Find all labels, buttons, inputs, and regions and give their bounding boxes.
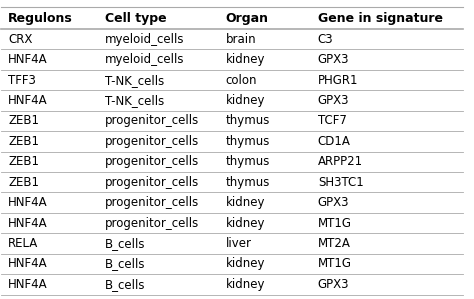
- Text: HNF4A: HNF4A: [9, 94, 48, 107]
- Text: progenitor_cells: progenitor_cells: [105, 196, 200, 209]
- Text: thymus: thymus: [226, 155, 270, 168]
- Text: Gene in signature: Gene in signature: [318, 12, 443, 25]
- Text: TCF7: TCF7: [318, 115, 346, 127]
- Text: HNF4A: HNF4A: [9, 196, 48, 209]
- Text: Cell type: Cell type: [105, 12, 167, 25]
- Text: TFF3: TFF3: [9, 74, 36, 86]
- Text: GPX3: GPX3: [318, 278, 349, 291]
- Text: liver: liver: [226, 237, 251, 250]
- Text: ZEB1: ZEB1: [9, 135, 39, 148]
- Text: B_cells: B_cells: [105, 278, 146, 291]
- Text: ZEB1: ZEB1: [9, 155, 39, 168]
- Text: PHGR1: PHGR1: [318, 74, 358, 86]
- Text: kidney: kidney: [226, 196, 265, 209]
- Text: B_cells: B_cells: [105, 257, 146, 271]
- Text: B_cells: B_cells: [105, 237, 146, 250]
- Text: kidney: kidney: [226, 257, 265, 271]
- Text: progenitor_cells: progenitor_cells: [105, 135, 200, 148]
- Text: GPX3: GPX3: [318, 196, 349, 209]
- Text: progenitor_cells: progenitor_cells: [105, 115, 200, 127]
- Text: ZEB1: ZEB1: [9, 176, 39, 189]
- Text: colon: colon: [226, 74, 257, 86]
- Text: HNF4A: HNF4A: [9, 278, 48, 291]
- Text: GPX3: GPX3: [318, 53, 349, 66]
- Text: C3: C3: [318, 33, 333, 46]
- Text: T-NK_cells: T-NK_cells: [105, 74, 164, 86]
- Text: Regulons: Regulons: [9, 12, 73, 25]
- Text: myeloid_cells: myeloid_cells: [105, 53, 185, 66]
- Text: kidney: kidney: [226, 216, 265, 230]
- Text: progenitor_cells: progenitor_cells: [105, 176, 200, 189]
- Text: SH3TC1: SH3TC1: [318, 176, 364, 189]
- Text: ZEB1: ZEB1: [9, 115, 39, 127]
- Text: HNF4A: HNF4A: [9, 216, 48, 230]
- Text: HNF4A: HNF4A: [9, 257, 48, 271]
- Text: kidney: kidney: [226, 53, 265, 66]
- Text: kidney: kidney: [226, 94, 265, 107]
- Text: MT1G: MT1G: [318, 216, 352, 230]
- Text: myeloid_cells: myeloid_cells: [105, 33, 185, 46]
- Text: progenitor_cells: progenitor_cells: [105, 216, 200, 230]
- Text: HNF4A: HNF4A: [9, 53, 48, 66]
- Text: progenitor_cells: progenitor_cells: [105, 155, 200, 168]
- Text: brain: brain: [226, 33, 256, 46]
- Text: CD1A: CD1A: [318, 135, 351, 148]
- Text: GPX3: GPX3: [318, 94, 349, 107]
- Text: CRX: CRX: [9, 33, 33, 46]
- Text: T-NK_cells: T-NK_cells: [105, 94, 164, 107]
- Text: RELA: RELA: [9, 237, 38, 250]
- Text: thymus: thymus: [226, 176, 270, 189]
- Text: MT1G: MT1G: [318, 257, 352, 271]
- Text: MT2A: MT2A: [318, 237, 351, 250]
- Text: thymus: thymus: [226, 115, 270, 127]
- Text: Organ: Organ: [226, 12, 268, 25]
- Text: kidney: kidney: [226, 278, 265, 291]
- Text: ARPP21: ARPP21: [318, 155, 363, 168]
- Text: thymus: thymus: [226, 135, 270, 148]
